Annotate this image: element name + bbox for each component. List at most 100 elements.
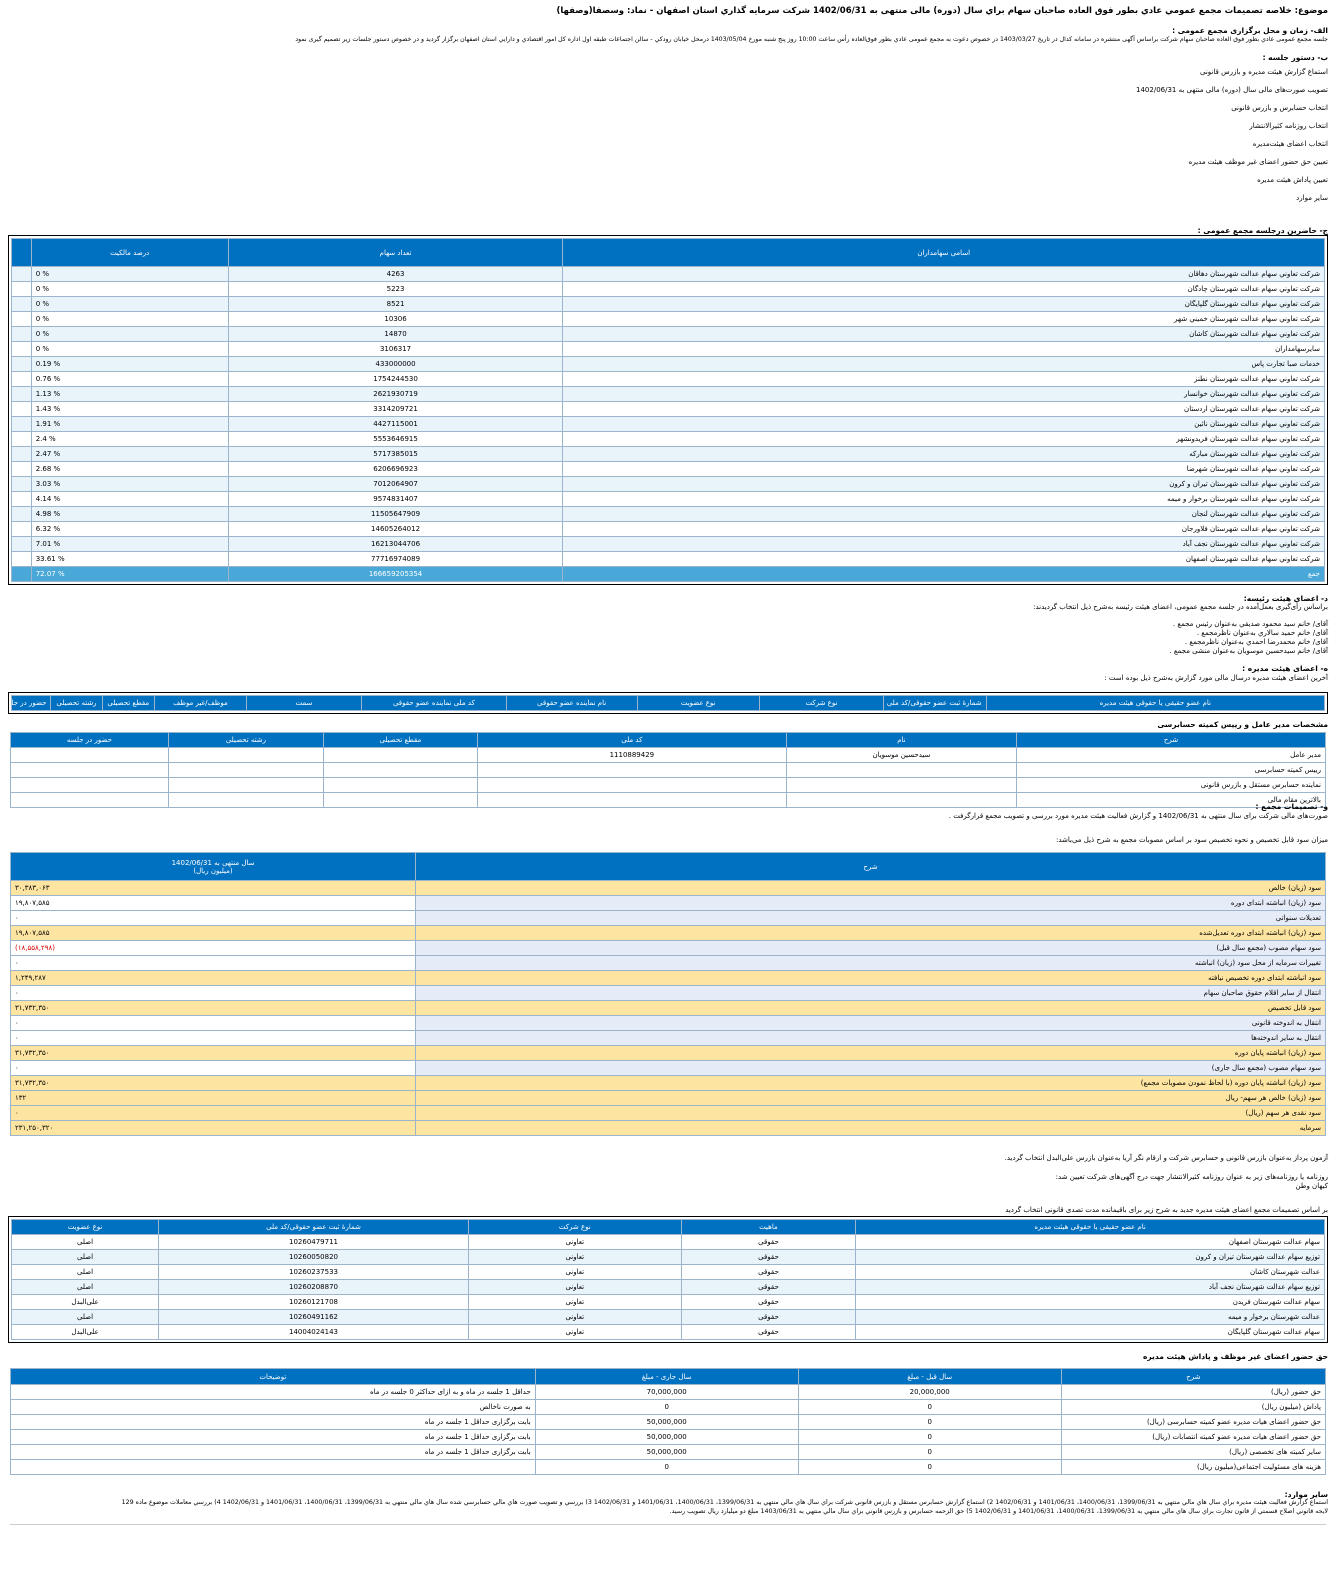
shareholder-row: شركت تعاوني سهام عدالت شهرستان لنجان 1150… (11, 506, 1325, 522)
section-f-heading: و- تصمیمات مجمع : (1255, 802, 1328, 811)
profit-label: سرمایه (415, 1120, 1326, 1136)
fees-row: حق حضور اعضای هیات مدیره عضو کمیته انتصا… (10, 1429, 1327, 1445)
other-line-2: لايحه قانوني اصلاح قسمتي از قانون تجارت … (669, 1508, 1328, 1515)
agenda-item: انتخاب روزنامه کثیرالانتشار (1249, 122, 1328, 130)
shareholder-name: شركت تعاوني سهام عدالت شهرستان اردستان (562, 401, 1325, 417)
total-cell: 72.07 % (30, 566, 229, 582)
profit-label: سود (زیان) انباشته پایان دوره (با لحاظ ن… (415, 1075, 1326, 1091)
new-board-cell: تعاونی (467, 1234, 682, 1250)
ceo-table-box: شرح نام کد ملی مقطع تحصیلی رشته تحصیلی حضور د… (10, 732, 1327, 808)
new-board-row: سهام عدالت شهرستان اصفهان حقوقی تعاونی 1026… (10, 1234, 1325, 1250)
shareholder-name: شركت تعاوني سهام عدالت شهرستان خميني شهر (562, 311, 1325, 327)
shareholder-name: شركت تعاوني سهام عدالت شهرستان فلاورجان (562, 521, 1325, 537)
col-header: رشته تحصیلی (50, 695, 103, 711)
ceo-cell (167, 747, 325, 763)
shareholders-table: اسامی سهامداران تعداد سهام درصد مالکیت ش… (11, 238, 1325, 582)
profit-value: ۳۱,۷۳۲,۳۵۰ (9, 1000, 417, 1016)
new-board-cell: تعاونی (467, 1264, 682, 1280)
shareholder-row: شركت تعاوني سهام عدالت شهرستان نطنز 17542… (11, 371, 1325, 387)
newspaper-text: روزنامه یا روزنامه‌های زیر به عنوان روزن… (1055, 1173, 1328, 1181)
fee-label: هزینه های مسئولیت اجتماعی(میلیون ریال) (1060, 1459, 1327, 1475)
ceo-cell (476, 792, 787, 808)
board-new-intro: بر اساس تصمیمات مجمع اعضای هیئت مدیره جد… (1005, 1206, 1328, 1214)
new-board-cell: تعاونی (467, 1294, 682, 1310)
ceo-cell: رییس کمیته حسابرسی (1015, 762, 1327, 778)
ownership-percent: 1.91 % (30, 416, 229, 432)
new-board-cell: سهام عدالت شهرستان گلپايگان (855, 1324, 1325, 1340)
shareholder-row: شركت تعاوني سهام عدالت شهرستان اردستان 33… (11, 401, 1325, 417)
shareholder-row: شركت تعاوني سهام عدالت شهرستان اصفهان 777… (11, 551, 1325, 567)
new-board-row: عدالت شهرستان برخوار و ميمه حقوقی تعاونی 10… (10, 1309, 1325, 1325)
profit-row: سرمایه ۲۳۱,۲۵۰,۳۲۰ (9, 1120, 1326, 1136)
shareholder-row: شركت تعاوني سهام عدالت شهرستان چادگان 522… (11, 281, 1325, 297)
shareholder-row: شركت تعاوني سهام عدالت شهرستان مباركه 571… (11, 446, 1325, 462)
new-board-cell: حقوقی (680, 1279, 857, 1295)
ownership-percent: 2.68 % (30, 461, 229, 477)
ownership-percent: 0 % (30, 341, 229, 357)
ownership-percent: 0.19 % (30, 356, 229, 372)
profit-label: انتقال از سایر اقلام حقوق صاحبان سهام (415, 985, 1326, 1001)
fee-current: 0 (534, 1459, 799, 1475)
share-count: 4263 (227, 266, 564, 282)
share-count: 433000000 (227, 356, 564, 372)
profit-row: سود انباشته ابتدای دوره تخصیص نیافته ۱,۲۴… (9, 970, 1326, 986)
ceo-cell: مدیر عامل (1015, 747, 1327, 763)
new-board-cell: تعاونی (467, 1249, 682, 1265)
shareholders-table-box: اسامی سهامداران تعداد سهام درصد مالکیت ش… (8, 235, 1328, 585)
fee-current: 50,000,000 (534, 1429, 799, 1445)
fees-table: شرح سال قبل - مبلغ سال جاری - مبلغ توضیحات … (10, 1368, 1327, 1475)
fee-prev: 0 (797, 1414, 1062, 1430)
col-header: نوع عضویت (10, 1219, 160, 1235)
page-title: موضوع: خلاصه تصمیمات مجمع عمومي عادي بطو… (556, 6, 1328, 16)
profit-label: انتقال به اندوخته قانونی (415, 1015, 1326, 1031)
profit-row: سود (زیان) خالص هر سهم- ریال ۱۳۲ (9, 1090, 1326, 1106)
share-count: 9574831407 (227, 491, 564, 507)
shareholder-name: شركت تعاوني سهام عدالت شهرستان دهاقان (562, 266, 1325, 282)
ceo-table: شرح نام کد ملی مقطع تحصیلی رشته تحصیلی حضور د… (10, 732, 1327, 808)
ceo-cell (323, 777, 478, 793)
bottom-divider (10, 1524, 1326, 1525)
presidium-member: آقای/ خانم سيد محمود صديقي به‌عنوان رئیس… (1172, 620, 1328, 628)
shareholder-name: شركت تعاوني سهام عدالت شهرستان لنجان (562, 506, 1325, 522)
share-count: 11505647909 (227, 506, 564, 522)
ceo-cell (10, 762, 169, 778)
shareholder-name: شركت تعاوني سهام عدالت شهرستان شهرضا (562, 461, 1325, 477)
new-board-cell: 10260050820 (158, 1249, 469, 1265)
ceo-cell: 1110889429 (476, 747, 787, 763)
shareholder-name: شركت تعاوني سهام عدالت شهرستان گلپايگان (562, 296, 1325, 312)
new-board-cell: اصلی (10, 1264, 160, 1280)
section-a-heading: الف- زمان و محل برگزاری مجمع عمومی : (1172, 26, 1328, 35)
col-header: شمارۀ ثبت عضو حقوقی/کد ملی (883, 695, 987, 711)
col-header: نوع شرکت (467, 1219, 682, 1235)
new-board-cell: 10260491162 (158, 1309, 469, 1325)
auditor-text: آزمون پرداز به‌عنوان بازرس قانونی و حساب… (1004, 1154, 1328, 1162)
shareholder-row: سايرسهامداران 3106317 0 % (11, 341, 1325, 357)
ownership-percent: 7.01 % (30, 536, 229, 552)
shareholder-row: شركت تعاوني سهام عدالت شهرستان دهاقان 426… (11, 266, 1325, 282)
new-board-cell: عدالت شهرستان برخوار و ميمه (855, 1309, 1325, 1325)
profit-row: سود سهام مصوب (مجمع سال جاری) ۰ (9, 1060, 1326, 1076)
ceo-cell (167, 777, 325, 793)
profit-label: تعدیلات سنواتی (415, 910, 1326, 926)
fee-prev: 0 (797, 1444, 1062, 1460)
share-count: 6206696923 (227, 461, 564, 477)
ownership-percent: 1.43 % (30, 401, 229, 417)
fee-prev: 0 (797, 1399, 1062, 1415)
new-board-row: سهام عدالت شهرستان فريدن حقوقی تعاونی 10260… (10, 1294, 1325, 1310)
new-board-cell: حقوقی (680, 1294, 857, 1310)
presidium-member: آقای/ خانم سيدحسين موسويان به‌عنوان منشی… (1169, 647, 1328, 655)
col-header: شمارۀ ثبت عضو حقوقی/کد ملی (158, 1219, 469, 1235)
shareholder-row: شركت تعاوني سهام عدالت شهرستان فلاورجان 1… (11, 521, 1325, 537)
ownership-percent: 0 % (30, 281, 229, 297)
presidium-member: آقای/ خانم حميد سالاري به‌عنوان ناظرمجمع… (1196, 629, 1328, 637)
fees-row: پاداش (میلیون ریال) 0 0 به صورت ناخالص (10, 1399, 1327, 1415)
fees-heading: حق حضور اعضای غیر موظف و پاداش هیئت مدیر… (1142, 1352, 1328, 1361)
new-board-row: توزيع سهام عدالت شهرستان نجف آباد حقوقی تع… (10, 1279, 1325, 1295)
profit-label: انتقال به سایر اندوخته‌ها (415, 1030, 1326, 1046)
shareholder-row: شركت تعاوني سهام عدالت شهرستان تيران و ك… (11, 476, 1325, 492)
new-board-cell: توزيع سهام عدالت شهرستان تيران و كرون (855, 1249, 1325, 1265)
fee-current: 0 (534, 1399, 799, 1415)
profit-label: سود نقدی هر سهم (ریال) (415, 1105, 1326, 1121)
share-count: 14605264012 (227, 521, 564, 537)
total-cell: جمع (562, 566, 1325, 582)
